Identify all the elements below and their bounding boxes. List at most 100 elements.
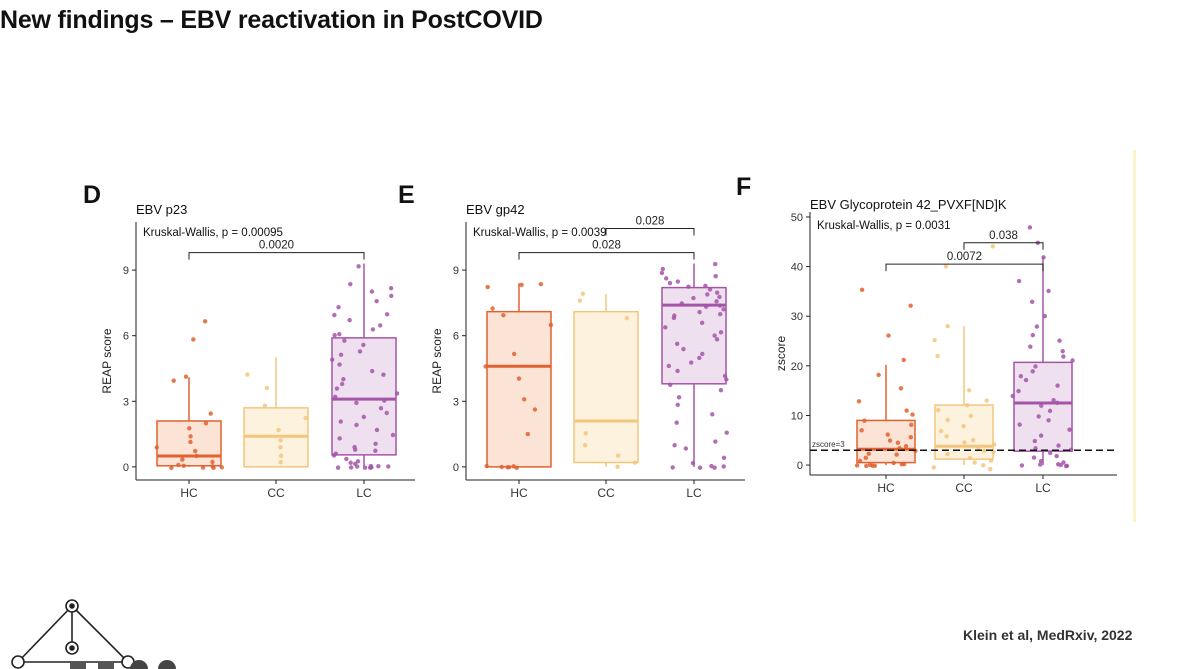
box-HC — [856, 419, 916, 464]
point-LC — [1033, 446, 1038, 451]
point-LC — [1067, 427, 1072, 432]
point-LC — [1034, 324, 1040, 329]
point-LC — [699, 320, 705, 325]
point-LC — [361, 342, 366, 348]
point-LC — [390, 432, 396, 438]
point-LC — [721, 455, 727, 461]
y-tick-label: 30 — [791, 311, 803, 323]
point-CC — [943, 264, 949, 269]
point-LC — [1047, 408, 1053, 414]
point-LC — [339, 381, 345, 387]
point-LC — [1058, 462, 1064, 468]
point-HC — [910, 412, 915, 417]
test-label: Kruskal-Wallis, p = 0.0039 — [473, 227, 606, 239]
point-LC — [381, 372, 386, 377]
point-LC — [660, 266, 666, 272]
point-HC — [856, 399, 862, 404]
point-LC — [1016, 278, 1022, 284]
test-label: Kruskal-Wallis, p = 0.00095 — [143, 227, 283, 239]
point-HC — [485, 284, 490, 290]
x-tick-label: LC — [686, 486, 702, 500]
test-label: Kruskal-Wallis, p = 0.0031 — [817, 220, 950, 232]
point-HC — [176, 462, 181, 468]
point-CC — [945, 323, 950, 329]
y-tick-label: 0 — [123, 462, 129, 474]
threshold-label: zscore=3 — [812, 440, 845, 449]
point-CC — [984, 398, 989, 403]
point-CC — [624, 316, 630, 321]
point-HC — [505, 465, 510, 470]
point-LC — [690, 460, 696, 466]
point-LC — [703, 283, 708, 289]
point-CC — [972, 460, 977, 465]
point-HC — [894, 452, 899, 457]
point-LC — [717, 312, 723, 317]
point-LC — [354, 400, 359, 406]
x-tick-label: CC — [267, 486, 285, 500]
point-LC — [374, 299, 379, 304]
point-LC — [1057, 338, 1062, 343]
point-LC — [374, 427, 380, 433]
x-tick-label: HC — [180, 486, 198, 500]
chart-title: EBV gp42 — [466, 202, 525, 217]
point-HC — [904, 408, 909, 413]
point-HC — [499, 464, 504, 470]
point-HC — [200, 465, 206, 470]
x-tick-label: CC — [597, 486, 615, 500]
point-HC — [909, 422, 914, 428]
point-HC — [210, 459, 215, 465]
point-LC — [369, 289, 375, 294]
point-LC — [1060, 349, 1065, 354]
y-tick-label: 50 — [791, 212, 803, 224]
point-LC — [667, 280, 673, 286]
point-LC — [1041, 255, 1046, 260]
point-LC — [1055, 383, 1060, 388]
point-HC — [903, 444, 909, 449]
point-CC — [932, 338, 937, 343]
point-LC — [329, 357, 335, 362]
point-LC — [1046, 288, 1051, 294]
point-LC — [382, 398, 387, 403]
point-LC — [712, 333, 717, 338]
y-tick-label: 0 — [453, 462, 459, 474]
point-LC — [674, 341, 680, 346]
point-LC — [710, 412, 715, 417]
point-LC — [1039, 403, 1044, 408]
point-CC — [582, 442, 588, 448]
point-HC — [864, 463, 869, 469]
point-LC — [332, 333, 337, 338]
point-CC — [992, 442, 997, 447]
point-HC — [548, 322, 554, 328]
point-HC — [203, 421, 209, 426]
point-LC — [373, 441, 378, 447]
panel-letter-F: F — [736, 173, 751, 201]
point-CC — [945, 417, 950, 423]
box-HC — [486, 310, 552, 468]
point-HC — [193, 448, 198, 454]
x-tick-label: HC — [510, 486, 528, 500]
point-LC — [1037, 462, 1043, 467]
point-CC — [990, 244, 996, 249]
point-LC — [376, 464, 381, 469]
point-HC — [866, 451, 871, 456]
point-LC — [362, 465, 368, 470]
point-LC — [674, 420, 679, 425]
point-LC — [1010, 393, 1015, 399]
comparison-p-value: 0.0020 — [259, 240, 294, 252]
point-LC — [336, 304, 341, 310]
comparison-bracket — [518, 252, 695, 260]
point-CC — [968, 413, 974, 419]
point-LC — [675, 402, 680, 408]
point-LC — [1063, 463, 1069, 469]
point-HC — [876, 372, 881, 378]
point-LC — [724, 377, 729, 382]
point-LC — [1016, 388, 1021, 394]
point-CC — [988, 467, 993, 472]
point-HC — [514, 465, 519, 471]
point-LC — [676, 395, 682, 400]
point-LC — [335, 465, 341, 470]
point-HC — [511, 351, 517, 357]
box-LC — [331, 337, 397, 456]
point-LC — [373, 448, 378, 453]
